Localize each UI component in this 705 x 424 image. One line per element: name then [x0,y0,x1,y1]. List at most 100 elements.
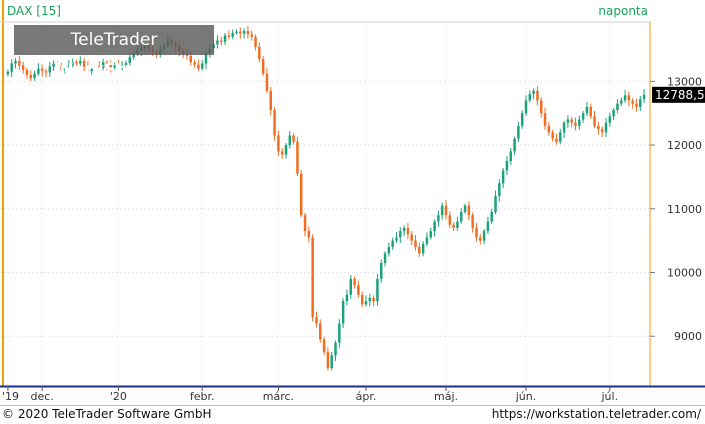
candle [414,234,417,251]
candle [67,60,71,71]
candle-body [391,240,394,248]
candle-body [132,53,135,58]
x-axis-ticks: '19 dec. '20 febr. márc. ápr. máj. jún. júl. [2,386,618,403]
candle-body [349,278,352,295]
candle-body [642,94,646,100]
candle [460,208,463,224]
candle [570,116,573,128]
candle-body [589,106,592,117]
candle [82,57,86,72]
candle-body [25,69,29,75]
candle-body [593,116,596,126]
candle [124,60,128,69]
candle [227,30,231,40]
candle [239,27,242,39]
candle [623,90,627,103]
candle-body [620,100,623,104]
candle [48,61,52,78]
candle [319,319,322,343]
candle [540,97,543,118]
candle-body [604,122,608,133]
candle [250,30,253,41]
candle [292,132,295,145]
teletrader-logo: TeleTrader WorkStation [14,25,214,80]
candle-body [67,65,71,68]
candle-body [94,66,97,70]
candle [113,62,116,73]
candle [235,29,238,35]
candle-body [322,339,326,353]
candle-body [29,74,32,79]
candle-body [197,64,200,69]
candle [421,241,425,257]
candle [71,58,74,68]
candle [608,112,612,127]
copyright-text: © 2020 TeleTrader Software GmbH [2,407,212,421]
candle-body [71,62,74,66]
logo-text-regular: TeleTrader [70,30,158,50]
candle [246,25,250,39]
candle-body [353,278,356,286]
candle [627,91,631,107]
candle-body [258,46,261,60]
last-value-text: 12788,56 [655,88,705,102]
candle-body [109,64,112,68]
candle-body [402,227,406,232]
candle [437,210,440,227]
candle-body [505,160,509,171]
candle-body [300,173,303,216]
candle [463,203,467,214]
grid-lines [0,24,650,386]
candle-body [551,132,554,139]
source-url-link[interactable]: https://workstation.teletrader.com/ [491,407,701,421]
candle [216,35,219,49]
candle-body [543,113,547,126]
candle [98,61,101,71]
candle-body [559,132,562,142]
candle-body [395,237,398,241]
candle-body [425,237,429,244]
candle [322,336,326,356]
candle-body [581,113,585,120]
candle-body [467,205,471,216]
candle-body [204,52,208,64]
candle-body [456,221,459,228]
candle [56,61,59,72]
candle [612,107,615,121]
candle [372,295,375,307]
candle [402,225,406,237]
candle-body [334,342,337,356]
candle [231,29,234,40]
candle [547,121,551,136]
candle-body [597,125,600,130]
x-tick-label: máj. [434,390,458,403]
candle [37,63,40,76]
candle-body [223,35,227,42]
candle [223,32,227,46]
candle [349,275,352,299]
candle [536,86,539,106]
last-value-badge: 12788,56 [652,86,705,103]
candle [273,107,276,141]
candle [471,212,474,233]
candle [105,60,109,71]
candle [486,216,490,235]
x-tick-label: márc. [263,390,294,403]
y-tick-label: 10000 [667,266,702,279]
candle [429,227,432,240]
candle-body [21,65,25,70]
candle [326,347,330,371]
candle [566,115,570,128]
candle-body [635,103,638,107]
candle-body [547,125,551,133]
candle [616,99,619,114]
candle [467,201,471,221]
candle-body [189,55,192,63]
candle-body [40,68,44,72]
candle [490,208,493,225]
candle-body [418,247,421,254]
candle [551,129,554,142]
candle [261,55,265,77]
candle-body [338,323,341,343]
candle [410,230,413,245]
